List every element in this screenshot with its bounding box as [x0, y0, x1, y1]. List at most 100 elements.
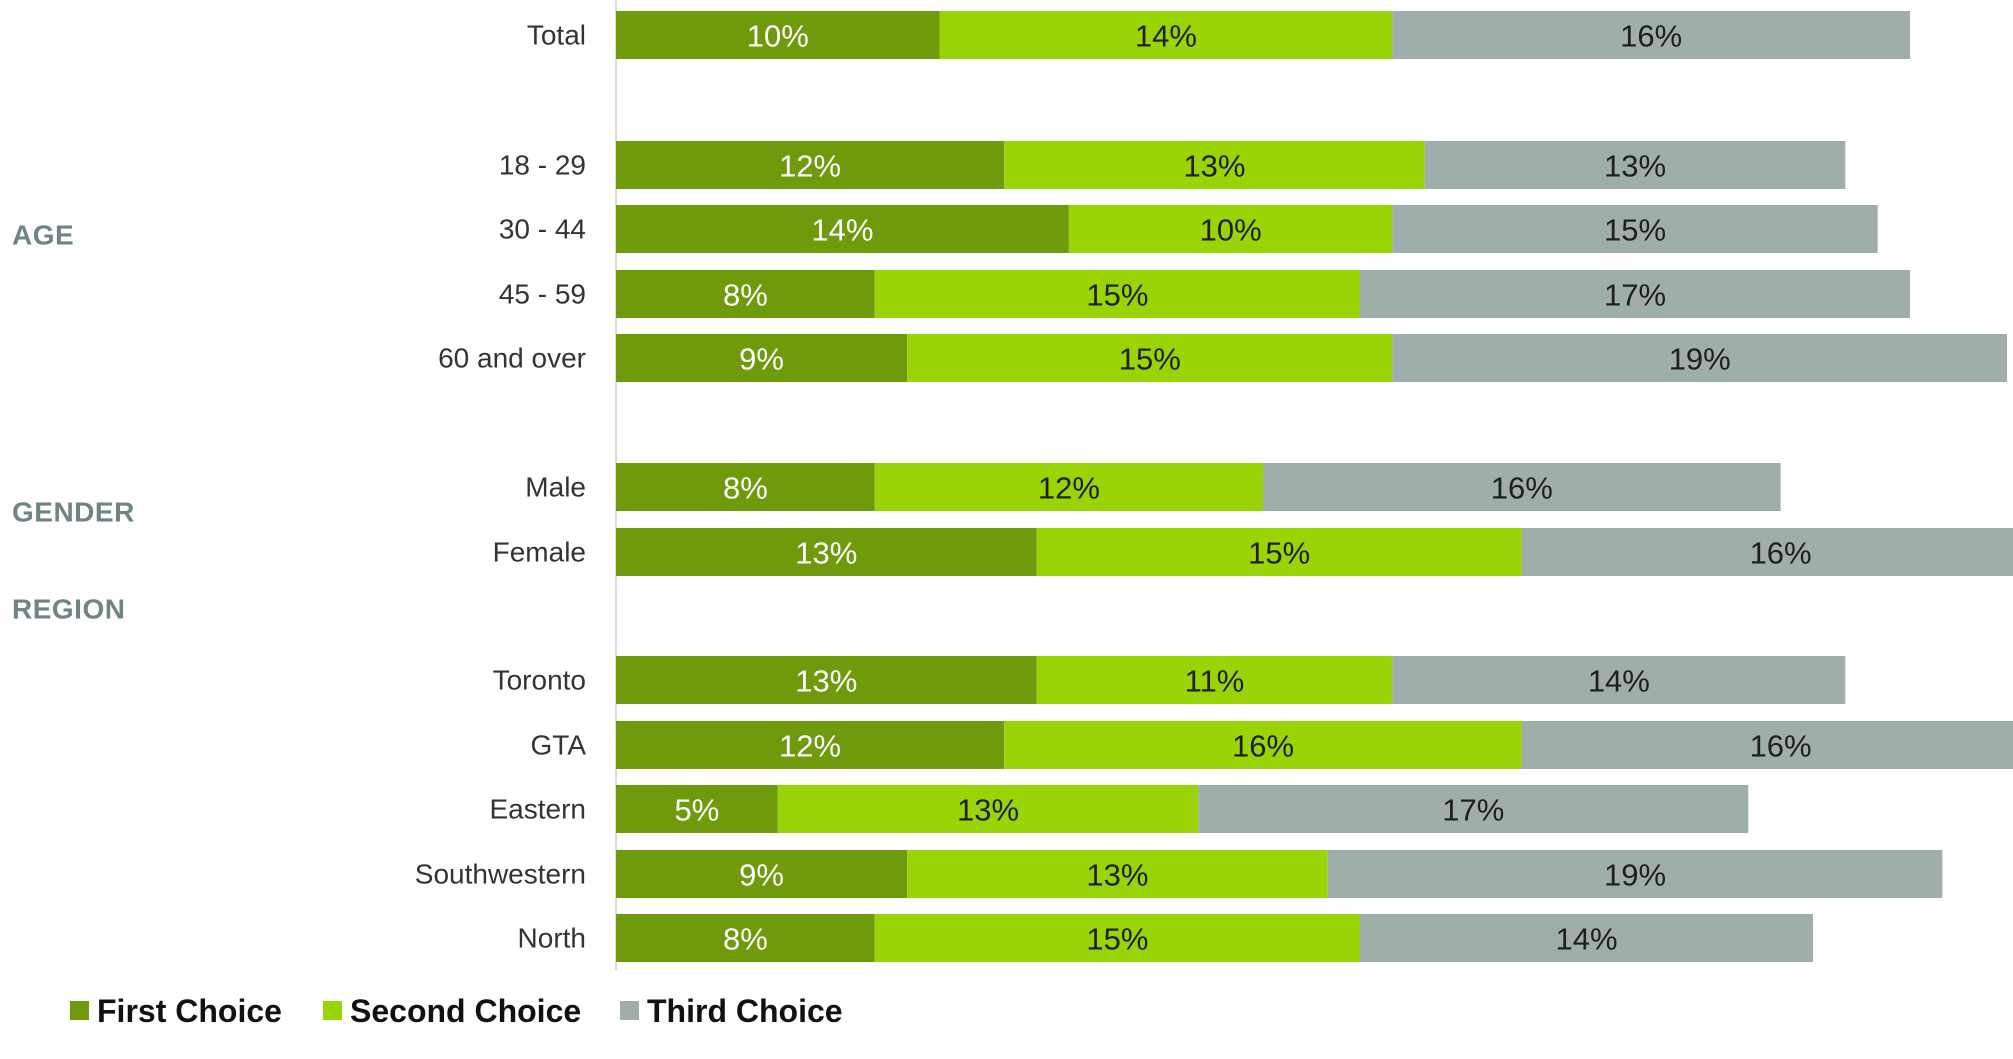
bar-60-and-over-second-choice: [907, 334, 1393, 382]
bar-toronto-third-choice: [1392, 656, 1846, 704]
data-label-18-29-second-choice: 13%: [1183, 149, 1245, 184]
bar-gta-first-choice: [616, 721, 1005, 769]
bar-row-45-59: 8% 15% 17%: [616, 270, 1910, 318]
bar-60-and-over-first-choice: [616, 334, 908, 382]
group-label-gender: GENDER: [12, 497, 135, 528]
legend-label-first-choice: First Choice: [97, 993, 282, 1029]
bar-eastern-first-choice: [616, 785, 778, 833]
legend: First Choice Second Choice Third Choice: [70, 993, 843, 1029]
bar-row-north: 8% 15% 14%: [616, 914, 1813, 962]
legend-label-second-choice: Second Choice: [350, 993, 581, 1029]
data-label-30-44-second-choice: 10%: [1200, 213, 1262, 248]
data-label-eastern-third-choice: 17%: [1442, 793, 1504, 828]
data-label-gta-third-choice: 16%: [1750, 729, 1812, 764]
bar-female-first-choice: [616, 528, 1037, 576]
data-label-north-third-choice: 14%: [1555, 922, 1617, 957]
group-label-age: AGE: [12, 220, 74, 251]
row-label-gta: GTA: [531, 730, 587, 761]
bar-30-44-second-choice: [1068, 205, 1393, 253]
data-label-male-second-choice: 12%: [1038, 471, 1100, 506]
data-label-gta-first-choice: 12%: [779, 729, 841, 764]
bar-total-first-choice: [616, 11, 940, 59]
bar-north-second-choice: [874, 914, 1361, 962]
bar-row-male: 8% 12% 16%: [616, 463, 1781, 511]
row-label-60-and-over: 60 and over: [438, 343, 586, 374]
data-label-45-59-second-choice: 15%: [1086, 278, 1148, 313]
row-label-toronto: Toronto: [493, 665, 586, 696]
row-label-eastern: Eastern: [490, 794, 587, 825]
bar-row-30-44: 14% 10% 15%: [616, 205, 1878, 253]
group-labels: AGE GENDER REGION: [12, 220, 135, 625]
legend-item-second-choice: Second Choice: [323, 993, 581, 1029]
data-label-total-first-choice: 10%: [747, 19, 809, 54]
legend-item-first-choice: First Choice: [70, 993, 282, 1029]
data-label-30-44-first-choice: 14%: [811, 213, 873, 248]
data-label-southwestern-second-choice: 13%: [1086, 858, 1148, 893]
data-label-toronto-second-choice: 11%: [1185, 664, 1245, 699]
legend-swatch-first-choice: [70, 1001, 89, 1020]
data-label-total-third-choice: 16%: [1620, 19, 1682, 54]
bar-total-third-choice: [1392, 11, 1910, 59]
data-label-female-second-choice: 15%: [1248, 536, 1310, 571]
bar-row-female: 13% 15% 16%: [616, 528, 2013, 576]
data-label-female-first-choice: 13%: [795, 536, 857, 571]
bar-female-second-choice: [1036, 528, 1522, 576]
row-label-45-59: 45 - 59: [499, 279, 586, 310]
bar-row-eastern: 5% 13% 17%: [616, 785, 1749, 833]
bar-gta-second-choice: [1004, 721, 1522, 769]
bar-row-southwestern: 9% 13% 19%: [616, 850, 1943, 898]
data-label-18-29-third-choice: 13%: [1604, 149, 1666, 184]
legend-swatch-second-choice: [323, 1001, 342, 1020]
data-label-gta-second-choice: 16%: [1232, 729, 1294, 764]
bar-gta-third-choice: [1521, 721, 2013, 769]
data-label-total-second-choice: 14%: [1135, 19, 1197, 54]
bars: 10% 14% 16% 12% 13% 13% 14% 10% 15% 8% 15% 17% 9% 15%…: [616, 11, 2013, 962]
bar-row-18-29: 12% 13% 13%: [616, 141, 1846, 189]
data-label-north-first-choice: 8%: [723, 922, 768, 957]
data-label-60-and-over-second-choice: 15%: [1119, 342, 1181, 377]
bar-southwestern-second-choice: [907, 850, 1328, 898]
bar-45-59-third-choice: [1360, 270, 1910, 318]
data-label-60-and-over-third-choice: 19%: [1669, 342, 1731, 377]
bar-row-total: 10% 14% 16%: [616, 11, 1910, 59]
row-labels: Total 18 - 29 30 - 44 45 - 59 60 and over Mal…: [415, 20, 587, 954]
data-label-30-44-third-choice: 15%: [1604, 213, 1666, 248]
bar-eastern-second-choice: [777, 785, 1199, 833]
data-label-female-third-choice: 16%: [1750, 536, 1812, 571]
data-label-southwestern-first-choice: 9%: [739, 858, 784, 893]
row-label-total: Total: [527, 20, 586, 51]
bar-male-third-choice: [1263, 463, 1781, 511]
data-label-north-second-choice: 15%: [1086, 922, 1148, 957]
bar-north-third-choice: [1360, 914, 1813, 962]
legend-item-third-choice: Third Choice: [620, 993, 843, 1029]
legend-swatch-third-choice: [620, 1001, 639, 1020]
row-label-female: Female: [493, 537, 586, 568]
data-label-toronto-first-choice: 13%: [795, 664, 857, 699]
row-label-18-29: 18 - 29: [499, 150, 586, 181]
legend-label-third-choice: Third Choice: [647, 993, 843, 1029]
bar-southwestern-third-choice: [1327, 850, 1943, 898]
bar-30-44-first-choice: [616, 205, 1069, 253]
bar-row-60-and-over: 9% 15% 19%: [616, 334, 2008, 382]
bar-total-second-choice: [939, 11, 1393, 59]
bar-male-second-choice: [874, 463, 1263, 511]
row-label-north: North: [518, 923, 586, 954]
data-label-eastern-first-choice: 5%: [674, 793, 719, 828]
bar-north-first-choice: [616, 914, 875, 962]
bar-southwestern-first-choice: [616, 850, 908, 898]
data-label-18-29-first-choice: 12%: [779, 149, 841, 184]
bar-row-gta: 12% 16% 16%: [616, 721, 2013, 769]
bar-eastern-third-choice: [1198, 785, 1749, 833]
data-label-45-59-third-choice: 17%: [1604, 278, 1666, 313]
bar-male-first-choice: [616, 463, 875, 511]
data-label-toronto-third-choice: 14%: [1588, 664, 1650, 699]
bar-18-29-first-choice: [616, 141, 1005, 189]
row-label-30-44: 30 - 44: [499, 214, 586, 245]
group-label-region: REGION: [12, 594, 125, 625]
bar-female-third-choice: [1521, 528, 2013, 576]
bar-row-toronto: 13% 11% 14%: [616, 656, 1846, 704]
data-label-45-59-first-choice: 8%: [723, 278, 768, 313]
data-label-60-and-over-first-choice: 9%: [739, 342, 784, 377]
row-label-male: Male: [525, 472, 586, 503]
